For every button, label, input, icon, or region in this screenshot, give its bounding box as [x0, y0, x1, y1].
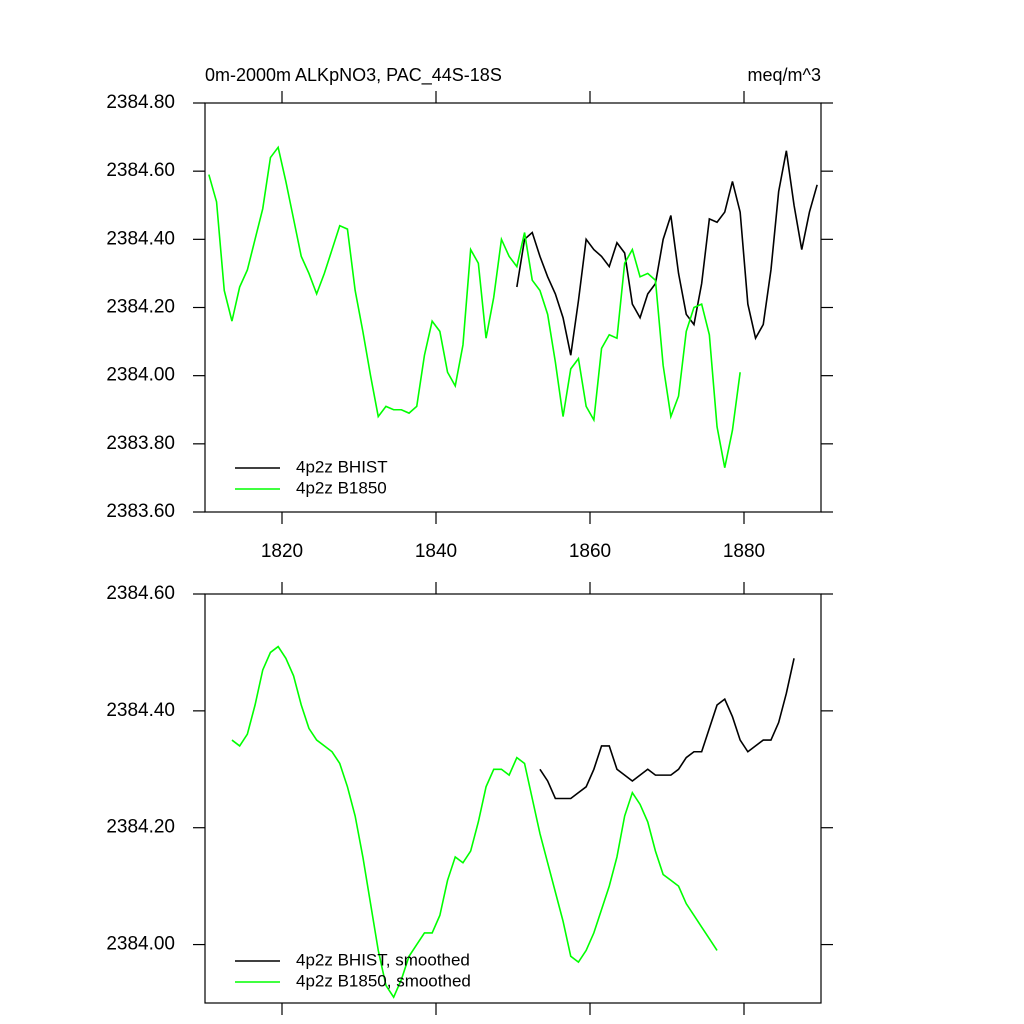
y-tick-label: 2384.60 [106, 160, 175, 181]
y-tick-label: 2384.20 [106, 817, 175, 838]
y-tick-label: 2384.00 [106, 934, 175, 955]
x-tick-label: 1840 [415, 541, 457, 562]
y-tick-label: 2384.00 [106, 365, 175, 386]
x-tick-label: 1860 [569, 541, 611, 562]
x-tick-label: 1820 [261, 541, 303, 562]
legend-label: 4p2z B1850, smoothed [296, 971, 471, 990]
y-tick-label: 2384.60 [106, 583, 175, 604]
data-line [516, 150, 818, 356]
data-line [231, 645, 718, 999]
data-line [208, 145, 741, 468]
y-tick-label: 2384.40 [106, 700, 175, 721]
units-label: meq/m^3 [748, 65, 821, 85]
plot-frame [204, 593, 822, 1004]
y-tick-label: 2384.40 [106, 228, 175, 249]
y-tick-label: 2384.20 [106, 297, 175, 318]
legend-label: 4p2z BHIST, smoothed [296, 950, 470, 969]
data-line [539, 658, 795, 800]
chart-title: 0m-2000m ALKpNO3, PAC_44S-18S [205, 65, 502, 86]
y-tick-label: 2383.60 [106, 501, 175, 522]
y-tick-label: 2384.80 [106, 92, 175, 113]
legend-label: 4p2z B1850 [296, 478, 387, 497]
y-tick-label: 2383.80 [106, 433, 175, 454]
legend-label: 4p2z BHIST [296, 457, 388, 476]
x-tick-label: 1880 [723, 541, 765, 562]
